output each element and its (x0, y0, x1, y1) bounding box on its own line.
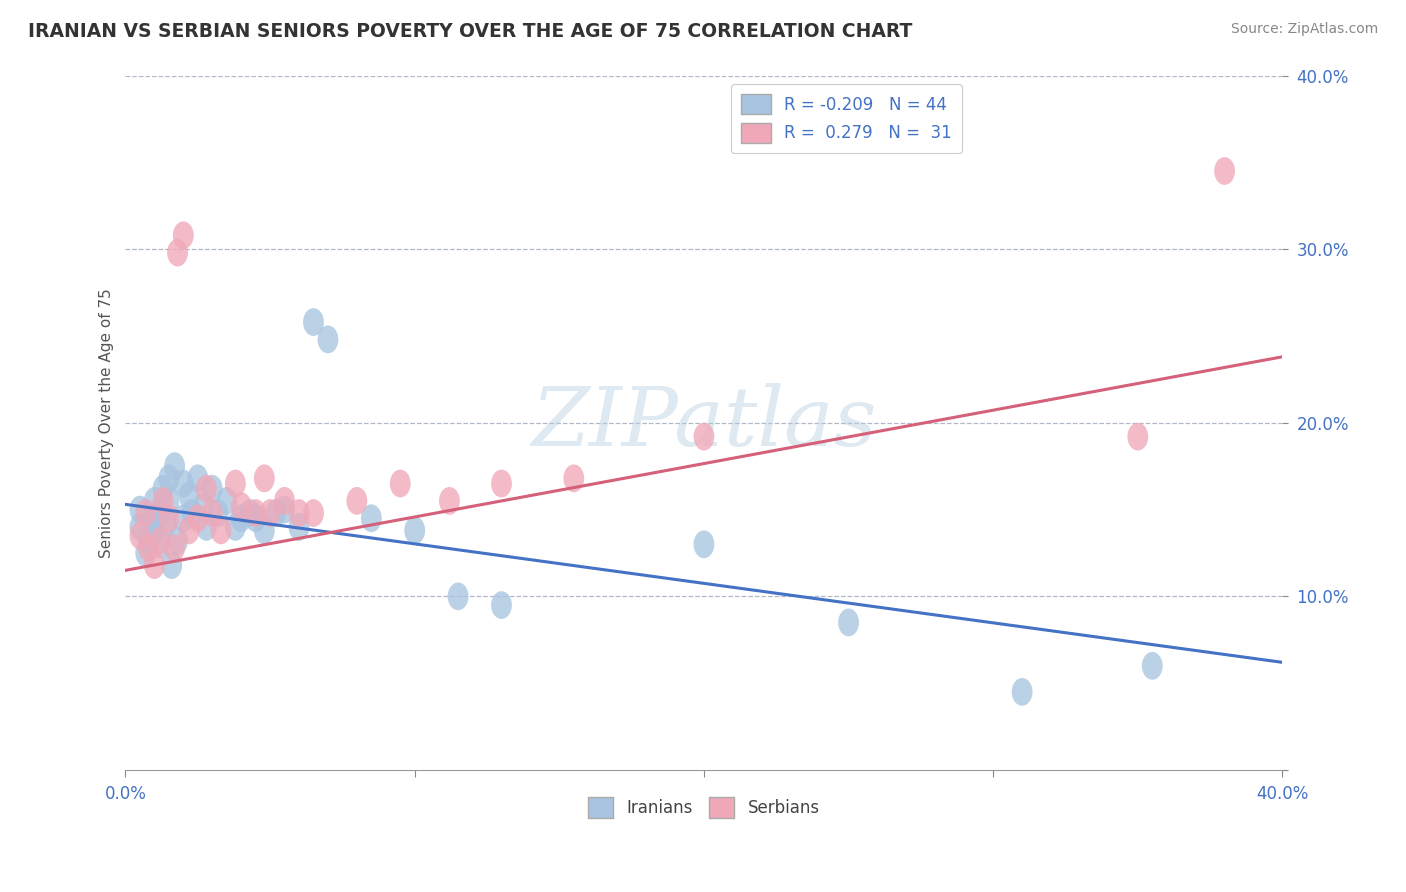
Ellipse shape (165, 534, 186, 562)
Ellipse shape (1012, 678, 1032, 706)
Ellipse shape (129, 522, 150, 549)
Ellipse shape (304, 308, 323, 336)
Ellipse shape (274, 496, 295, 524)
Ellipse shape (346, 487, 367, 515)
Ellipse shape (231, 492, 252, 520)
Text: IRANIAN VS SERBIAN SENIORS POVERTY OVER THE AGE OF 75 CORRELATION CHART: IRANIAN VS SERBIAN SENIORS POVERTY OVER … (28, 22, 912, 41)
Ellipse shape (138, 525, 159, 553)
Ellipse shape (245, 504, 266, 533)
Ellipse shape (153, 475, 173, 502)
Ellipse shape (202, 475, 222, 502)
Ellipse shape (159, 504, 180, 533)
Ellipse shape (143, 516, 165, 544)
Ellipse shape (129, 513, 150, 541)
Ellipse shape (156, 509, 176, 537)
Ellipse shape (159, 465, 180, 492)
Ellipse shape (195, 513, 217, 541)
Ellipse shape (150, 500, 170, 527)
Text: Source: ZipAtlas.com: Source: ZipAtlas.com (1230, 22, 1378, 37)
Ellipse shape (254, 516, 274, 544)
Ellipse shape (187, 504, 208, 533)
Ellipse shape (202, 500, 222, 527)
Ellipse shape (245, 500, 266, 527)
Ellipse shape (491, 591, 512, 619)
Ellipse shape (193, 492, 214, 520)
Legend: Iranians, Serbians: Iranians, Serbians (581, 790, 827, 824)
Ellipse shape (439, 487, 460, 515)
Ellipse shape (389, 469, 411, 498)
Ellipse shape (211, 516, 232, 544)
Ellipse shape (150, 527, 170, 555)
Ellipse shape (693, 423, 714, 450)
Ellipse shape (135, 500, 156, 527)
Ellipse shape (1128, 423, 1149, 450)
Ellipse shape (491, 469, 512, 498)
Ellipse shape (266, 500, 287, 527)
Y-axis label: Seniors Poverty Over the Age of 75: Seniors Poverty Over the Age of 75 (100, 288, 114, 558)
Ellipse shape (274, 487, 295, 515)
Ellipse shape (143, 551, 165, 579)
Ellipse shape (167, 527, 188, 555)
Ellipse shape (304, 500, 323, 527)
Ellipse shape (179, 482, 200, 509)
Ellipse shape (288, 500, 309, 527)
Ellipse shape (181, 500, 202, 527)
Ellipse shape (1142, 652, 1163, 680)
Ellipse shape (239, 500, 260, 527)
Ellipse shape (838, 608, 859, 636)
Ellipse shape (187, 465, 208, 492)
Ellipse shape (361, 504, 382, 533)
Ellipse shape (225, 513, 246, 541)
Ellipse shape (138, 534, 159, 562)
Ellipse shape (217, 487, 238, 515)
Ellipse shape (288, 513, 309, 541)
Ellipse shape (260, 500, 281, 527)
Text: ZIPatlas: ZIPatlas (531, 383, 877, 463)
Ellipse shape (1215, 157, 1234, 185)
Ellipse shape (165, 452, 186, 480)
Ellipse shape (173, 504, 194, 533)
Ellipse shape (179, 516, 200, 544)
Ellipse shape (208, 500, 228, 527)
Ellipse shape (173, 221, 194, 249)
Ellipse shape (447, 582, 468, 610)
Ellipse shape (162, 551, 183, 579)
Ellipse shape (159, 487, 180, 515)
Ellipse shape (135, 539, 156, 566)
Ellipse shape (318, 326, 339, 353)
Ellipse shape (167, 239, 188, 267)
Ellipse shape (693, 531, 714, 558)
Ellipse shape (129, 496, 150, 524)
Ellipse shape (564, 465, 585, 492)
Ellipse shape (150, 531, 170, 558)
Ellipse shape (173, 469, 194, 498)
Ellipse shape (143, 487, 165, 515)
Ellipse shape (231, 504, 252, 533)
Ellipse shape (153, 487, 173, 515)
Ellipse shape (405, 516, 425, 544)
Ellipse shape (143, 504, 165, 533)
Ellipse shape (225, 469, 246, 498)
Ellipse shape (195, 475, 217, 502)
Ellipse shape (254, 465, 274, 492)
